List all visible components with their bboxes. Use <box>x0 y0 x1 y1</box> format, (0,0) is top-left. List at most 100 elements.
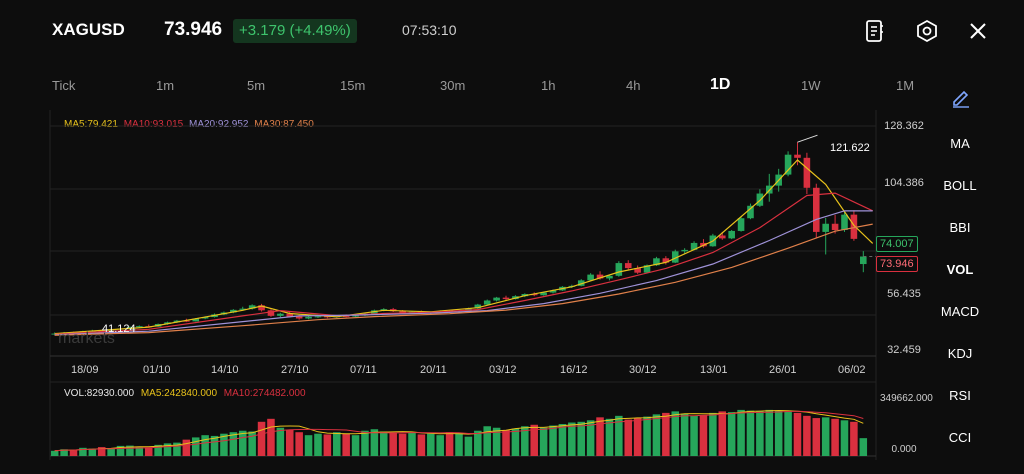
timeframe-tab-4h[interactable]: 4h <box>626 78 641 93</box>
close-icon[interactable] <box>965 18 991 44</box>
candle-body <box>324 316 331 318</box>
candle-body <box>606 275 613 279</box>
candle-body <box>183 320 190 322</box>
indicator-rsi[interactable]: RSI <box>949 388 971 403</box>
indicator-boll[interactable]: BOLL <box>943 178 977 193</box>
timeframe-tab-tick[interactable]: Tick <box>52 78 76 93</box>
ma-line-ma20 <box>54 210 873 336</box>
candle-body <box>728 230 735 239</box>
volume-bar <box>361 430 369 456</box>
candle-body <box>192 318 200 322</box>
timeframe-tab-1w[interactable]: 1W <box>801 78 821 93</box>
candle-body <box>277 313 284 316</box>
indicator-vol[interactable]: VOL <box>946 262 974 277</box>
timeframe-tab-1m[interactable]: 1m <box>156 78 175 93</box>
volume-bar <box>126 445 134 456</box>
timeframe-tab-15m[interactable]: 15m <box>340 78 366 93</box>
candle-body <box>831 223 839 230</box>
volume-bar <box>539 427 548 456</box>
volume-bar <box>727 412 736 456</box>
symbol-title: XAGUSD <box>52 20 125 39</box>
candle-body <box>201 317 209 319</box>
ma-line-ma10 <box>54 192 873 335</box>
indicator-macd[interactable]: MACD <box>940 304 980 319</box>
ma-line-ma5 <box>54 159 874 335</box>
candle-body <box>690 242 698 250</box>
timeframe-tab-30m[interactable]: 30m <box>440 78 466 93</box>
candle-body <box>314 316 322 318</box>
ma20-legend: MA20:92.952 <box>189 119 249 130</box>
volume-bar <box>229 432 238 456</box>
candle-body <box>342 316 350 318</box>
candle-body <box>136 326 143 328</box>
date-label: 18/09 <box>71 364 99 376</box>
volume-bar <box>530 424 538 456</box>
candle-body <box>737 218 745 231</box>
volume-bar <box>455 432 463 456</box>
candle-body <box>850 214 858 239</box>
high-marker: 121.622 <box>830 142 870 154</box>
candle-body <box>248 305 256 309</box>
volume-bar <box>351 435 360 456</box>
notes-icon[interactable] <box>861 18 887 44</box>
volume-bar <box>774 410 783 456</box>
candle-body <box>634 268 641 273</box>
last-price: 73.946 <box>164 19 223 40</box>
volume-bar <box>60 449 68 456</box>
vol-ma10-legend: MA10:274482.000 <box>223 388 306 399</box>
volume-bar <box>285 429 294 456</box>
candle-body <box>474 304 482 309</box>
candle-body <box>596 274 604 279</box>
candle-body <box>305 316 312 319</box>
volume-legend: VOL:82930.000 MA5:242840.000 MA10:274482… <box>64 388 310 399</box>
candle-body <box>718 235 726 239</box>
volume-bar <box>756 411 764 456</box>
volume-bar <box>511 428 520 456</box>
pencil-icon[interactable] <box>950 86 972 108</box>
indicator-kdj[interactable]: KDJ <box>947 346 973 361</box>
settings-icon[interactable] <box>914 18 940 44</box>
volume-bar <box>643 416 651 456</box>
volume-bar <box>210 435 219 456</box>
volume-bar <box>295 432 303 456</box>
volume-bar <box>333 432 341 456</box>
volume-bar <box>163 443 172 456</box>
volume-bar <box>699 415 708 456</box>
current-price-tag: 73.946 <box>876 256 918 272</box>
volume-bar <box>812 418 821 456</box>
volume-bar <box>549 425 557 456</box>
volume-bar <box>746 410 755 456</box>
date-label: 30/12 <box>629 364 657 376</box>
candle-body <box>483 300 491 305</box>
volume-bar <box>831 418 839 456</box>
candle-body <box>530 294 538 296</box>
indicator-cci[interactable]: CCI <box>948 430 972 445</box>
volume-bar <box>483 426 491 456</box>
candle-body <box>587 274 594 281</box>
indicator-bbi[interactable]: BBI <box>949 220 971 235</box>
vol-legend: VOL:82930.000 <box>64 388 135 399</box>
volume-bar <box>69 450 78 456</box>
candle-body <box>662 258 670 263</box>
volume-bar <box>492 427 501 456</box>
timeframe-tab-1h[interactable]: 1h <box>541 78 556 93</box>
volume-bar <box>238 430 247 456</box>
volume-bar <box>135 447 144 456</box>
ma10-legend: MA10:93.015 <box>123 119 184 130</box>
volume-bar <box>793 412 802 456</box>
volume-bar <box>417 434 426 456</box>
timeframe-tab-1d[interactable]: 1D <box>710 76 731 93</box>
timeframe-tab-1mo[interactable]: 1M <box>896 78 915 93</box>
date-label: 07/11 <box>350 364 377 376</box>
candle-body <box>671 251 679 263</box>
ma5-legend: MA5:79.421 <box>64 119 118 130</box>
candle-body <box>352 315 359 317</box>
volume-bar <box>191 437 200 456</box>
timeframe-tab-5m[interactable]: 5m <box>247 78 266 93</box>
candle-body <box>700 242 707 247</box>
volume-bar <box>427 433 435 456</box>
indicator-ma[interactable]: MA <box>950 136 970 151</box>
volume-bar <box>521 426 529 456</box>
volume-bar <box>323 434 332 456</box>
